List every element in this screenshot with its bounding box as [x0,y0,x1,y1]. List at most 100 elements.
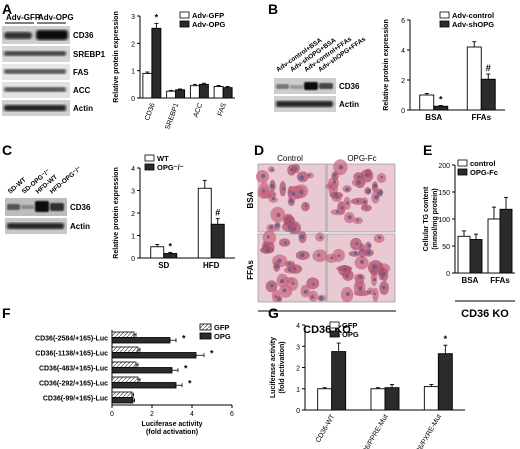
nucleus [265,248,270,253]
nucleus [276,213,281,217]
blot-c-protein-label: Actin [70,222,90,231]
legend-label: GFP [214,323,229,332]
y-tick-label: 2 [401,78,405,85]
panel-a-blot: Adv-GFP Adv-OPG CD36 SREBP1 FAS ACC Acti… [2,13,106,116]
bar [469,239,483,274]
nucleus [345,291,351,297]
bar [487,218,501,274]
nucleus [266,235,270,239]
panel-f-chart: 0 2 4 6 Luciferase activity(fold activation)… [35,323,234,436]
nucleus [380,175,384,179]
nucleus [271,197,276,201]
x-tick-label: FFAs [471,113,491,122]
nucleus [381,285,386,290]
nucleus [372,183,378,189]
y-tick-label: 100 [438,217,450,224]
blot-a-protein-label: CD36 [73,31,94,40]
nucleus [358,274,363,279]
y-tick-label: 0 [131,256,135,263]
nucleus [347,215,352,220]
y-axis-label: Cellular TG content [423,186,430,251]
nucleus [275,223,280,228]
bar [480,78,496,111]
panel-c-chart: 0 1 2 3 4 Relative protein expression SD HFD * # W… [113,154,235,270]
panel-a-chart: 0 1 2 3 Relative protein expression CD36 SREBP… [113,11,235,131]
bar [111,391,133,398]
bar [111,331,135,338]
blot-a-protein-label: Actin [73,104,93,113]
bar [151,27,162,99]
nucleus [360,248,364,252]
nucleus [358,286,363,291]
nucleus [356,180,361,185]
bar [111,376,139,383]
legend-swatch [457,159,468,167]
blot-b-protein-label: Actin [339,100,359,109]
y-axis-label: Relative protein expression [113,11,120,102]
nucleus [378,236,382,240]
bar [437,353,453,411]
nucleus [291,282,295,285]
significance-marker: * [184,364,188,374]
x-axis-label: (fold activation) [146,429,198,436]
nucleus [270,183,275,189]
panel-letter-b: B [268,1,278,17]
y-tick-label: 2 [296,366,300,373]
y-tick-label: 0 [401,108,405,115]
blot-band [7,223,64,229]
y-tick-label: 4 [131,166,135,173]
x-tick-label: CD36-WT [315,413,337,444]
y-tick-label: 2 [131,41,135,48]
y-tick-label: 1 [131,234,135,241]
nucleus [364,173,369,177]
legend-swatch [144,154,155,162]
bar [222,87,233,99]
nucleus [293,266,297,270]
y-tick-label: 150 [438,190,450,197]
panel-e-footer: CD36 KO [461,308,509,320]
x-tick-label: CD36/PXRE-Mut [411,413,444,449]
bar [111,382,177,389]
bar [466,46,482,111]
y-tick-label: CD36(-292/+165)-Luc [39,381,108,388]
blot-band [4,105,66,111]
y-tick-label: CD36(-483/+165)-Luc [39,366,108,373]
nucleus [274,295,278,298]
legend-label: control [470,159,495,168]
nucleus [333,173,337,177]
nucleus [345,187,350,192]
significance-marker: * [155,12,159,22]
x-tick-label: 6 [230,411,234,418]
legend-swatch [439,11,450,19]
y-tick-label: 1 [296,387,300,394]
nucleus [282,187,286,191]
blot-b-protein-label: CD36 [339,82,360,91]
y-tick-label: CD36(-2584/+165)-Luc [35,336,108,343]
blot-a-lane-label: Adv-GFP [6,13,41,22]
nucleus [307,173,311,177]
nucleus [356,199,359,203]
bar [213,86,224,99]
nucleus [279,279,285,284]
nucleus [330,256,334,260]
legend-swatch [179,20,190,28]
nucleus [367,244,371,248]
x-tick-label: CD36/PPRE-Mut [357,413,390,449]
nucleus [278,297,281,301]
nucleus [335,210,339,214]
nucleus [317,253,321,257]
bar [189,85,200,99]
legend-swatch [199,323,212,331]
blot-band [290,85,303,89]
nucleus [318,296,324,301]
x-tick-label: SREBP1 [164,102,180,130]
panel-letter-f: F [2,305,11,321]
y-tick-label: 50 [442,244,450,251]
y-tick-label: 0 [131,96,135,103]
nucleus [373,194,379,200]
bar [210,223,225,259]
legend-swatch [439,20,450,28]
x-tick-label: BSA [425,113,442,122]
y-axis-label: Luciferase activity [270,337,277,398]
